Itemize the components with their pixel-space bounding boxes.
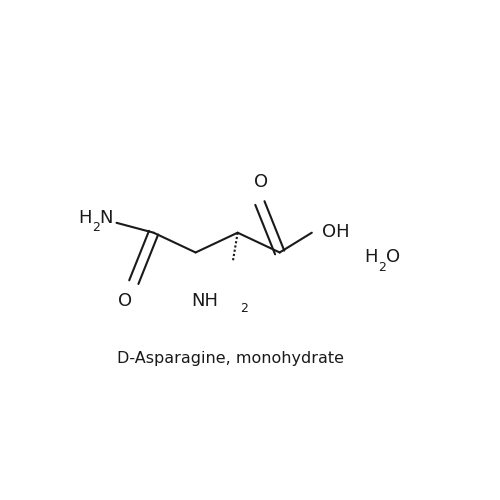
- Text: 2: 2: [378, 261, 386, 274]
- Text: 2: 2: [240, 302, 248, 315]
- Text: O: O: [254, 174, 268, 192]
- Text: N: N: [99, 209, 112, 227]
- Text: H: H: [78, 209, 92, 227]
- Text: OH: OH: [322, 222, 349, 240]
- Text: O: O: [118, 292, 132, 310]
- Text: D-Asparagine, monohydrate: D-Asparagine, monohydrate: [116, 352, 344, 366]
- Text: NH: NH: [191, 292, 218, 310]
- Text: H: H: [364, 248, 378, 266]
- Text: O: O: [386, 248, 400, 266]
- Text: 2: 2: [92, 221, 100, 234]
